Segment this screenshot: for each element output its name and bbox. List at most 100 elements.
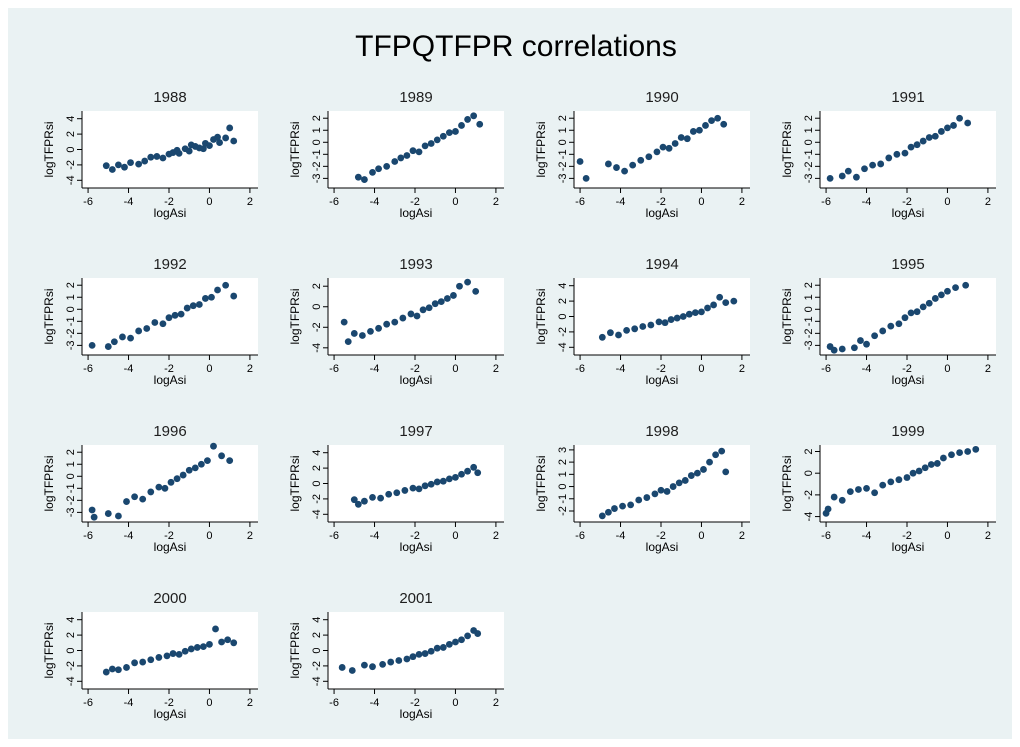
point: [706, 458, 713, 466]
point: [913, 308, 921, 316]
y-tick-label: 2: [803, 282, 815, 288]
y-tick-label: 0: [803, 306, 815, 312]
point: [214, 133, 221, 141]
point: [907, 143, 915, 151]
x-tick-label: -4: [124, 363, 134, 375]
point: [445, 475, 453, 483]
x-tick-label: -2: [410, 363, 420, 375]
point: [927, 461, 935, 468]
x-tick-label: -4: [616, 196, 626, 208]
point: [464, 467, 471, 475]
point: [647, 321, 655, 329]
y-tick-label: 0: [557, 483, 569, 489]
point: [671, 140, 679, 147]
point: [637, 156, 645, 164]
point: [655, 318, 663, 326]
point: [470, 463, 478, 471]
y-tick-label: 0: [557, 313, 569, 319]
y-tick-label: -3: [311, 173, 323, 183]
point: [887, 322, 895, 330]
point: [885, 154, 893, 162]
x-tick-label: -6: [575, 363, 585, 375]
y-axis-title: logTFPRsi: [288, 288, 302, 344]
x-tick-label: -4: [370, 363, 380, 375]
point: [427, 647, 435, 655]
point: [115, 161, 122, 169]
y-tick-label: -3: [65, 507, 77, 517]
x-tick-label: -6: [821, 196, 831, 208]
point: [433, 644, 441, 652]
point: [214, 286, 221, 294]
point: [369, 663, 376, 671]
x-axis-title: logAsi: [400, 540, 433, 554]
point: [907, 309, 915, 317]
y-tick-label: 1: [557, 471, 569, 477]
point: [415, 148, 423, 156]
y-tick-label: -1: [803, 149, 815, 159]
point: [212, 625, 219, 633]
point: [369, 493, 376, 501]
point: [135, 327, 143, 335]
point: [431, 300, 439, 308]
y-tick-label: -4: [65, 175, 77, 185]
point: [139, 658, 147, 666]
point: [964, 119, 972, 127]
point: [474, 630, 482, 637]
plot-area: [820, 445, 996, 522]
point: [661, 319, 669, 327]
point: [458, 636, 465, 644]
point: [933, 460, 941, 467]
point: [361, 497, 368, 505]
point: [204, 457, 211, 465]
y-axis-title: logTFPRsi: [534, 288, 548, 344]
x-axis-title: logAsi: [646, 206, 679, 220]
point: [151, 319, 159, 326]
y-axis-title: logTFPRsi: [780, 121, 794, 177]
point: [415, 650, 423, 658]
x-tick-label: 2: [493, 196, 499, 208]
point: [659, 143, 667, 151]
point: [452, 473, 459, 481]
panel-title: 1995: [891, 256, 924, 273]
point: [619, 502, 626, 510]
point: [121, 163, 128, 171]
point: [181, 647, 189, 655]
point: [472, 287, 480, 295]
point: [401, 487, 409, 494]
x-axis-title: logAsi: [892, 540, 925, 554]
chart-title: TFPQTFPR correlations: [355, 30, 677, 63]
x-tick-label: 2: [493, 530, 499, 542]
point: [689, 128, 697, 135]
y-tick-label: 2: [557, 298, 569, 304]
point: [421, 142, 429, 150]
point: [102, 162, 110, 170]
plot-area: [82, 111, 258, 188]
point: [367, 327, 374, 335]
y-tick-label: 0: [803, 470, 815, 476]
point: [598, 512, 606, 520]
panel-title: 1991: [891, 89, 924, 106]
point: [879, 481, 887, 489]
point: [623, 326, 630, 334]
panel-title: 1994: [645, 256, 678, 273]
point: [115, 512, 122, 520]
point: [838, 345, 846, 353]
point: [379, 660, 387, 668]
point: [147, 488, 155, 496]
y-tick-label: 4: [65, 116, 77, 122]
y-axis-title: logTFPRsi: [42, 455, 56, 511]
point: [171, 311, 179, 319]
point: [635, 496, 643, 504]
point: [464, 278, 471, 286]
point: [421, 482, 429, 490]
point: [476, 120, 484, 128]
point: [230, 639, 238, 647]
point: [354, 173, 362, 181]
x-tick-label: -4: [370, 196, 380, 208]
y-tick-label: -4: [557, 342, 569, 352]
point: [165, 314, 173, 322]
point: [691, 309, 699, 317]
y-axis-title: logTFPRsi: [42, 121, 56, 177]
point: [850, 344, 858, 352]
point: [421, 650, 429, 657]
